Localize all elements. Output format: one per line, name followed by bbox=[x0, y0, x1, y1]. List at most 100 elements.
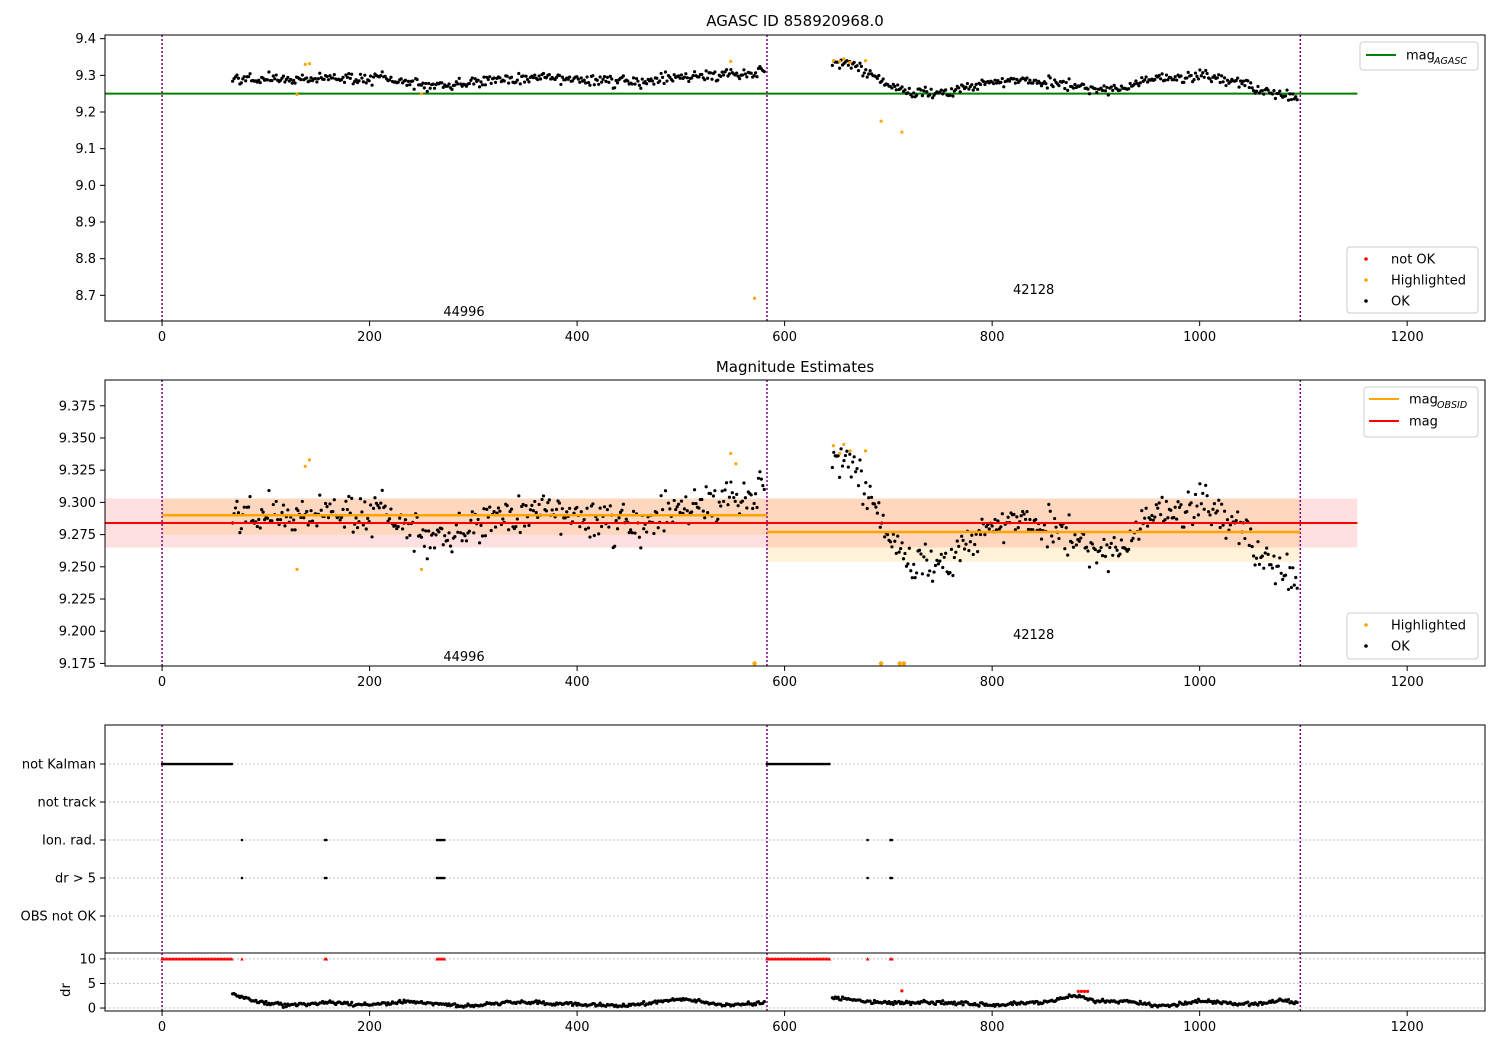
y-tick-label: 9.275 bbox=[59, 528, 96, 543]
data-point bbox=[424, 81, 428, 86]
data-point bbox=[248, 495, 252, 499]
data-point bbox=[399, 77, 403, 81]
data-point bbox=[1127, 547, 1131, 551]
flag-point bbox=[866, 838, 869, 842]
data-point bbox=[938, 559, 942, 563]
data-point bbox=[1153, 77, 1157, 82]
data-point bbox=[1176, 500, 1180, 504]
data-point bbox=[432, 546, 437, 550]
data-point bbox=[1286, 587, 1291, 592]
data-point bbox=[550, 508, 554, 512]
data-point bbox=[883, 535, 887, 539]
data-point bbox=[316, 77, 320, 81]
data-point bbox=[295, 567, 299, 571]
data-point bbox=[1202, 75, 1206, 79]
data-point bbox=[855, 64, 859, 68]
data-point bbox=[575, 75, 579, 79]
data-point bbox=[749, 71, 753, 75]
data-point bbox=[309, 76, 313, 80]
x-tick-label: 400 bbox=[565, 1020, 590, 1035]
data-point bbox=[877, 501, 881, 505]
data-point bbox=[591, 502, 595, 506]
data-point bbox=[665, 79, 669, 83]
data-point bbox=[1150, 513, 1154, 518]
data-point bbox=[868, 999, 872, 1003]
data-point bbox=[724, 481, 729, 485]
data-point bbox=[1253, 563, 1257, 567]
data-point bbox=[1063, 547, 1067, 551]
flag-point bbox=[890, 876, 894, 880]
data-point bbox=[385, 1003, 389, 1007]
data-point bbox=[1285, 552, 1289, 556]
data-point bbox=[1157, 73, 1161, 78]
data-point bbox=[845, 59, 849, 63]
data-point bbox=[358, 72, 363, 76]
data-point bbox=[836, 454, 840, 458]
data-point bbox=[1179, 74, 1183, 78]
data-point bbox=[845, 449, 849, 453]
data-point bbox=[585, 506, 589, 510]
data-point bbox=[613, 86, 617, 90]
data-point bbox=[582, 518, 586, 522]
data-point bbox=[318, 493, 322, 497]
data-point bbox=[885, 532, 890, 537]
data-point bbox=[661, 508, 665, 512]
data-point bbox=[869, 495, 874, 499]
data-point bbox=[1073, 533, 1077, 537]
data-point bbox=[303, 62, 307, 66]
data-point bbox=[469, 78, 473, 83]
data-point bbox=[897, 661, 902, 666]
axes-frame bbox=[104, 34, 1486, 322]
data-point bbox=[652, 82, 656, 86]
data-point bbox=[1237, 542, 1241, 546]
data-point bbox=[257, 78, 261, 82]
data-point bbox=[239, 527, 243, 531]
chart-title: Magnitude Estimates bbox=[716, 358, 874, 376]
data-point bbox=[1195, 74, 1199, 78]
data-point bbox=[492, 76, 496, 80]
data-point bbox=[909, 1003, 913, 1007]
data-point bbox=[736, 74, 740, 78]
data-point bbox=[1225, 518, 1230, 522]
data-point bbox=[345, 1000, 349, 1005]
data-point bbox=[495, 511, 499, 515]
data-point bbox=[855, 467, 859, 471]
data-point bbox=[729, 480, 733, 484]
data-point bbox=[674, 507, 678, 512]
data-point bbox=[974, 82, 978, 86]
data-point bbox=[1010, 1003, 1015, 1007]
y-tick-label: 9.200 bbox=[59, 625, 96, 640]
data-point bbox=[1138, 999, 1142, 1004]
flag-row-label: Ion. rad. bbox=[42, 834, 96, 849]
data-point bbox=[533, 73, 537, 77]
data-point bbox=[446, 538, 450, 542]
data-point bbox=[1289, 585, 1293, 590]
data-point bbox=[1079, 536, 1083, 540]
data-point bbox=[396, 525, 400, 529]
data-point bbox=[691, 74, 695, 78]
data-point bbox=[302, 516, 306, 520]
data-point bbox=[961, 84, 965, 88]
data-point bbox=[379, 501, 383, 505]
data-point bbox=[326, 516, 331, 520]
data-point bbox=[403, 518, 408, 522]
chart-title: AGASC ID 858920968.0 bbox=[706, 12, 884, 30]
data-point bbox=[967, 549, 971, 553]
data-point bbox=[1145, 80, 1150, 84]
data-point bbox=[591, 74, 595, 78]
data-point bbox=[626, 79, 630, 83]
data-point bbox=[363, 500, 367, 504]
data-point bbox=[1114, 545, 1118, 549]
data-point bbox=[684, 495, 688, 499]
data-point bbox=[496, 506, 501, 510]
data-point bbox=[303, 464, 307, 468]
data-point bbox=[348, 76, 352, 80]
data-point bbox=[1131, 536, 1135, 540]
data-point bbox=[1169, 508, 1173, 512]
data-point bbox=[1236, 76, 1240, 80]
data-point bbox=[749, 493, 753, 497]
data-point bbox=[928, 93, 932, 97]
data-point bbox=[1087, 92, 1092, 96]
data-point bbox=[863, 59, 868, 63]
data-point bbox=[907, 1000, 911, 1004]
